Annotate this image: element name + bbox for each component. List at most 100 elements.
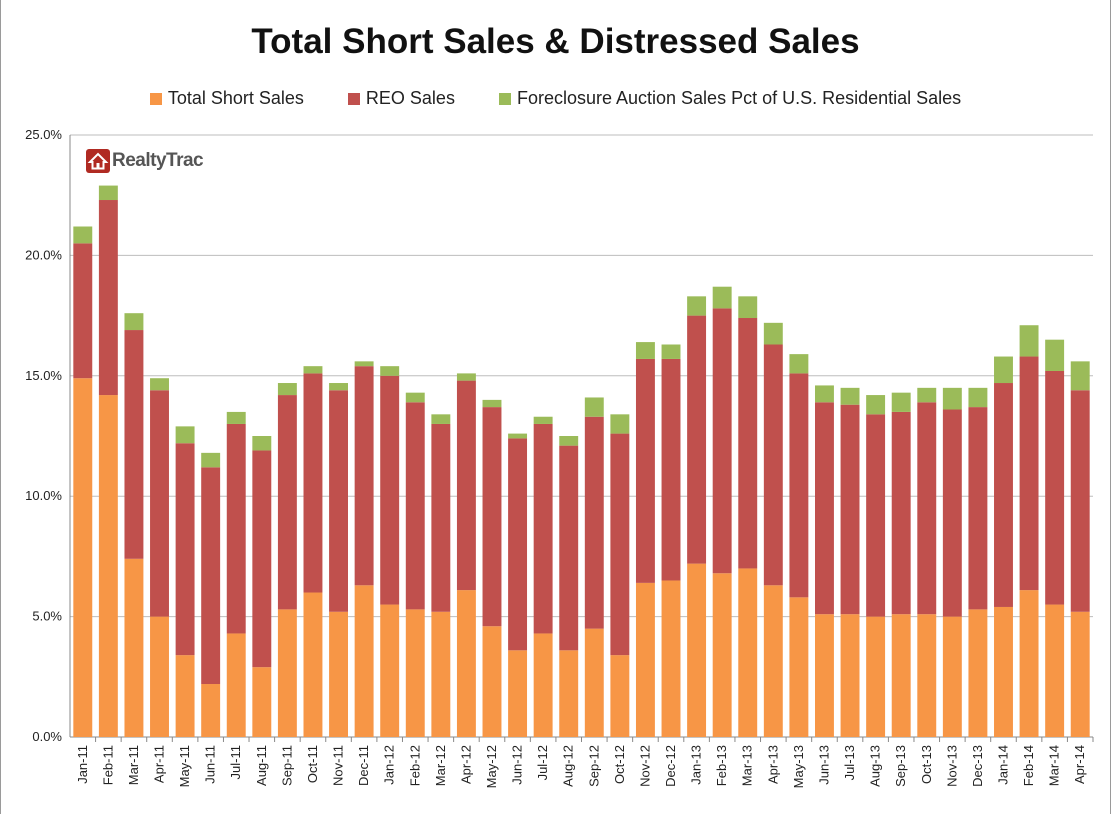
legend-swatch-short-sales bbox=[149, 92, 162, 105]
bar-reo-sales bbox=[559, 445, 579, 651]
bar-short-sales bbox=[712, 573, 732, 737]
bar-short-sales bbox=[482, 626, 502, 737]
x-tick-label: May-12 bbox=[484, 745, 499, 788]
bar-short-sales bbox=[329, 611, 349, 737]
bar-short-sales bbox=[252, 667, 272, 737]
bar-foreclosure-auction bbox=[431, 414, 451, 424]
bar-reo-sales bbox=[456, 380, 476, 591]
bar-reo-sales bbox=[303, 373, 323, 593]
bar-short-sales bbox=[814, 614, 834, 737]
bar-reo-sales bbox=[1070, 390, 1090, 612]
bar-foreclosure-auction bbox=[559, 436, 579, 446]
bar-reo-sales bbox=[175, 443, 195, 656]
bar-short-sales bbox=[380, 604, 400, 737]
bar-foreclosure-auction bbox=[482, 399, 502, 408]
bar-short-sales bbox=[584, 628, 604, 737]
bar-foreclosure-auction bbox=[98, 185, 118, 201]
bar-reo-sales bbox=[1045, 370, 1065, 605]
bar-short-sales bbox=[201, 684, 221, 737]
bar-reo-sales bbox=[482, 407, 502, 627]
y-tick-label: 5.0% bbox=[32, 609, 62, 624]
bar-foreclosure-auction bbox=[1070, 361, 1090, 391]
bar-foreclosure-auction bbox=[610, 414, 630, 434]
bar-foreclosure-auction bbox=[584, 397, 604, 417]
x-tick-label: Apr-12 bbox=[458, 745, 473, 784]
x-tick-label: Apr-11 bbox=[152, 745, 167, 783]
bar-reo-sales bbox=[635, 358, 655, 583]
x-tick-label: Jul-11 bbox=[228, 745, 243, 779]
bar-short-sales bbox=[738, 568, 758, 737]
bar-short-sales bbox=[559, 650, 579, 737]
bar-reo-sales bbox=[405, 402, 425, 610]
bar-short-sales bbox=[840, 614, 860, 737]
bar-reo-sales bbox=[252, 450, 272, 668]
bar-reo-sales bbox=[354, 366, 374, 586]
legend-item-short-sales: Total Short Sales bbox=[149, 88, 304, 109]
bar-short-sales bbox=[1045, 604, 1065, 737]
x-tick-label: Jun-11 bbox=[203, 745, 218, 784]
bar-reo-sales bbox=[508, 438, 528, 651]
y-tick-label: 0.0% bbox=[32, 729, 62, 744]
bar-foreclosure-auction bbox=[917, 387, 937, 403]
x-tick-label: Oct-11 bbox=[305, 745, 320, 783]
bar-foreclosure-auction bbox=[891, 392, 911, 412]
bar-short-sales bbox=[150, 616, 169, 737]
x-tick-label: Mar-11 bbox=[126, 745, 141, 785]
bar-foreclosure-auction bbox=[712, 286, 732, 309]
bar-short-sales bbox=[687, 563, 707, 737]
bar-short-sales bbox=[405, 609, 425, 737]
bar-foreclosure-auction bbox=[1019, 325, 1039, 357]
bar-reo-sales bbox=[789, 373, 809, 598]
x-tick-label: Feb-12 bbox=[407, 745, 422, 786]
bar-reo-sales bbox=[942, 409, 962, 617]
bar-short-sales bbox=[226, 633, 246, 737]
bar-foreclosure-auction bbox=[252, 436, 272, 451]
bar-short-sales bbox=[610, 655, 630, 737]
x-tick-label: Sep-11 bbox=[279, 745, 294, 786]
bar-short-sales bbox=[277, 609, 297, 737]
bar-short-sales bbox=[98, 395, 118, 737]
x-tick-label: Feb-11 bbox=[100, 745, 115, 785]
bar-short-sales bbox=[635, 582, 655, 737]
x-tick-label: Mar-13 bbox=[740, 745, 755, 786]
bar-foreclosure-auction bbox=[226, 411, 246, 424]
bar-foreclosure-auction bbox=[354, 361, 374, 367]
bar-reo-sales bbox=[98, 200, 118, 396]
bar-foreclosure-auction bbox=[303, 366, 323, 374]
x-tick-label: Jan-11 bbox=[75, 745, 90, 784]
x-tick-label: Aug-12 bbox=[561, 745, 576, 787]
bar-foreclosure-auction bbox=[405, 392, 425, 403]
bar-foreclosure-auction bbox=[661, 344, 681, 359]
house-icon bbox=[86, 149, 110, 173]
x-tick-label: Jan-13 bbox=[689, 745, 704, 785]
bar-reo-sales bbox=[994, 383, 1013, 607]
bar-short-sales bbox=[124, 558, 144, 737]
bar-reo-sales bbox=[584, 416, 604, 629]
bar-foreclosure-auction bbox=[150, 378, 169, 391]
bar-reo-sales bbox=[687, 315, 707, 564]
x-tick-label: Dec-11 bbox=[356, 745, 371, 786]
bar-reo-sales bbox=[891, 411, 911, 615]
x-tick-label: Apr-13 bbox=[765, 745, 780, 784]
realtytrac-logo: RealtyTrac bbox=[86, 149, 204, 173]
x-tick-label: Mar-12 bbox=[433, 745, 448, 786]
logo-text: RealtyTrac bbox=[112, 150, 204, 171]
bar-reo-sales bbox=[968, 407, 988, 610]
x-tick-label: Aug-13 bbox=[868, 745, 883, 787]
bar-reo-sales bbox=[226, 423, 246, 634]
bar-foreclosure-auction bbox=[789, 354, 809, 374]
bar-short-sales bbox=[661, 580, 681, 737]
bar-foreclosure-auction bbox=[201, 452, 221, 468]
bar-short-sales bbox=[354, 585, 374, 737]
y-tick-label: 20.0% bbox=[25, 247, 62, 262]
legend-item-foreclosure-auction: Foreclosure Auction Sales Pct of U.S. Re… bbox=[498, 88, 961, 109]
bar-reo-sales bbox=[329, 390, 349, 612]
bar-reo-sales bbox=[814, 402, 834, 615]
bar-reo-sales bbox=[763, 344, 783, 586]
y-tick-label: 10.0% bbox=[25, 488, 62, 503]
bar-foreclosure-auction bbox=[968, 387, 988, 408]
x-tick-label: Nov-13 bbox=[944, 745, 959, 787]
bar-foreclosure-auction bbox=[380, 366, 400, 376]
x-tick-label: Mar-14 bbox=[1047, 745, 1062, 786]
